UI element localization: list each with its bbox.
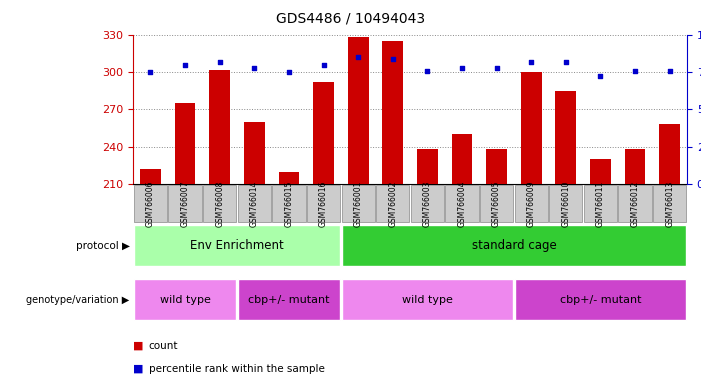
FancyBboxPatch shape	[515, 185, 548, 222]
Text: GSM766016: GSM766016	[319, 180, 328, 227]
Text: GSM766003: GSM766003	[423, 180, 432, 227]
FancyBboxPatch shape	[203, 185, 236, 222]
Point	[491, 65, 502, 71]
Bar	[590, 159, 611, 184]
FancyBboxPatch shape	[584, 185, 617, 222]
Bar	[210, 70, 230, 184]
Text: GSM766001: GSM766001	[354, 180, 362, 227]
Bar	[659, 124, 680, 184]
FancyBboxPatch shape	[168, 185, 202, 222]
Point	[179, 61, 191, 68]
Bar	[244, 122, 265, 184]
Text: wild type: wild type	[402, 295, 453, 305]
Bar	[278, 172, 299, 184]
Text: cbp+/- mutant: cbp+/- mutant	[559, 295, 641, 305]
FancyBboxPatch shape	[134, 185, 167, 222]
FancyBboxPatch shape	[618, 185, 652, 222]
FancyBboxPatch shape	[341, 185, 375, 222]
Bar	[313, 82, 334, 184]
Point	[456, 65, 468, 71]
Bar	[140, 169, 161, 184]
Point	[422, 68, 433, 74]
Text: GSM766008: GSM766008	[215, 180, 224, 227]
FancyBboxPatch shape	[307, 185, 340, 222]
Bar	[383, 41, 403, 184]
Text: percentile rank within the sample: percentile rank within the sample	[149, 364, 325, 374]
Text: GSM766004: GSM766004	[458, 180, 466, 227]
Text: standard cage: standard cage	[472, 239, 557, 252]
FancyBboxPatch shape	[653, 185, 686, 222]
Text: GSM766006: GSM766006	[146, 180, 155, 227]
FancyBboxPatch shape	[272, 185, 306, 222]
Text: GSM766010: GSM766010	[562, 180, 571, 227]
FancyBboxPatch shape	[549, 185, 583, 222]
Text: Env Enrichment: Env Enrichment	[190, 239, 284, 252]
Text: GDS4486 / 10494043: GDS4486 / 10494043	[276, 12, 425, 25]
Point	[214, 58, 225, 65]
Bar	[417, 149, 437, 184]
FancyBboxPatch shape	[134, 225, 340, 266]
Point	[283, 69, 294, 75]
Text: count: count	[149, 341, 178, 351]
FancyBboxPatch shape	[238, 279, 340, 320]
Text: ■: ■	[133, 341, 147, 351]
Bar	[175, 103, 196, 184]
Point	[145, 69, 156, 75]
Text: GSM766009: GSM766009	[526, 180, 536, 227]
Text: GSM766005: GSM766005	[492, 180, 501, 227]
FancyBboxPatch shape	[238, 185, 271, 222]
Text: GSM766013: GSM766013	[665, 180, 674, 227]
Point	[526, 58, 537, 65]
Text: ■: ■	[133, 364, 147, 374]
FancyBboxPatch shape	[341, 279, 513, 320]
Text: genotype/variation ▶: genotype/variation ▶	[27, 295, 130, 305]
Point	[664, 68, 675, 74]
Point	[560, 58, 571, 65]
FancyBboxPatch shape	[376, 185, 409, 222]
Point	[595, 73, 606, 79]
Bar	[486, 149, 507, 184]
Bar	[555, 91, 576, 184]
Text: GSM766012: GSM766012	[631, 180, 639, 227]
Bar	[625, 149, 646, 184]
Text: protocol ▶: protocol ▶	[76, 241, 130, 251]
FancyBboxPatch shape	[480, 185, 513, 222]
FancyBboxPatch shape	[445, 185, 479, 222]
Point	[629, 68, 641, 74]
Bar	[451, 134, 472, 184]
Bar	[348, 37, 369, 184]
Bar	[521, 72, 542, 184]
FancyBboxPatch shape	[341, 225, 686, 266]
FancyBboxPatch shape	[411, 185, 444, 222]
Text: GSM766007: GSM766007	[181, 180, 189, 227]
Text: cbp+/- mutant: cbp+/- mutant	[248, 295, 329, 305]
Point	[353, 54, 364, 60]
Text: GSM766015: GSM766015	[285, 180, 294, 227]
Text: wild type: wild type	[160, 295, 210, 305]
Point	[249, 65, 260, 71]
Text: GSM766011: GSM766011	[596, 180, 605, 227]
Point	[318, 61, 329, 68]
Point	[387, 55, 398, 61]
Text: GSM766002: GSM766002	[388, 180, 397, 227]
FancyBboxPatch shape	[515, 279, 686, 320]
Text: GSM766014: GSM766014	[250, 180, 259, 227]
FancyBboxPatch shape	[134, 279, 236, 320]
